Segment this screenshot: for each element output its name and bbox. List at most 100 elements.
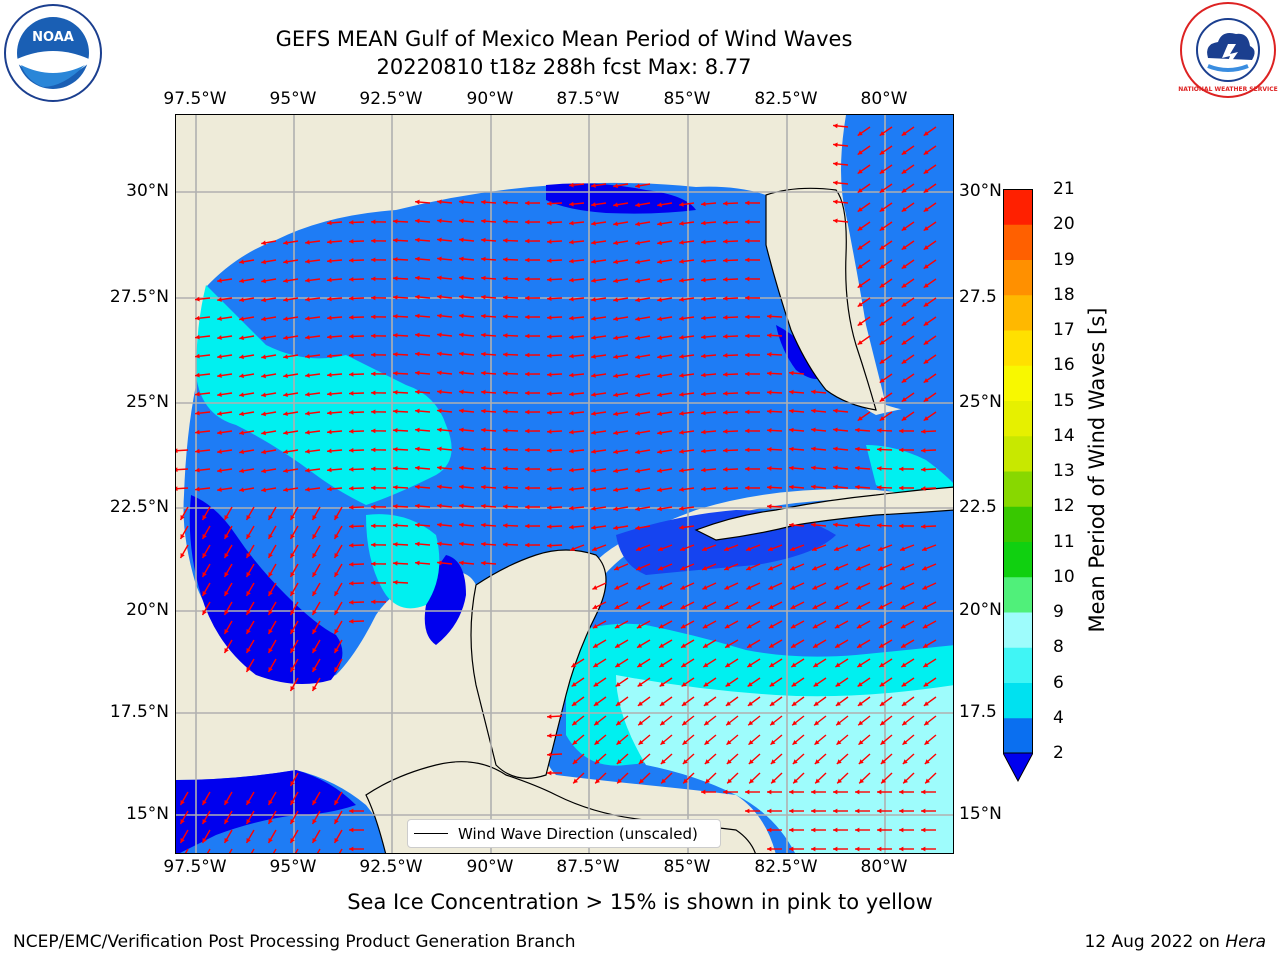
- wind-arrow: [261, 354, 277, 360]
- wind-arrow: [502, 219, 519, 224]
- wind-arrow: [679, 316, 695, 321]
- wind-arrow: [480, 427, 497, 433]
- wind-arrow: [338, 848, 343, 853]
- wind-arrow: [261, 449, 277, 455]
- wind-arrow: [811, 544, 827, 552]
- wind-arrow: [924, 734, 937, 746]
- wind-arrow: [311, 525, 321, 540]
- wind-arrow: [524, 466, 541, 472]
- wind-arrow: [854, 446, 871, 452]
- wind-arrow: [679, 221, 695, 226]
- wind-arrow: [635, 544, 651, 552]
- wind-arrow: [615, 715, 629, 726]
- wind-arrow: [700, 486, 717, 492]
- wind-arrow: [326, 410, 343, 416]
- wind-arrow: [635, 316, 651, 322]
- wind-arrow: [766, 409, 783, 414]
- wind-arrow: [239, 278, 255, 284]
- wind-arrow: [195, 448, 211, 454]
- wind-arrow: [594, 772, 607, 784]
- wind-arrow: [814, 734, 827, 746]
- wind-arrow: [613, 297, 629, 303]
- wind-arrow: [702, 620, 717, 629]
- wind-arrow: [901, 240, 915, 251]
- wind-arrow: [898, 447, 915, 453]
- wind-arrow: [700, 334, 717, 340]
- wind-arrow: [703, 715, 717, 726]
- wind-arrow: [788, 446, 805, 452]
- plot-title-line2: 20220810 t18z 288h fcst Max: 8.77: [376, 55, 752, 79]
- wind-arrow: [437, 465, 453, 471]
- wind-arrow: [857, 221, 871, 232]
- wind-arrow: [613, 430, 629, 436]
- wind-arrow: [348, 447, 365, 453]
- wind-arrow: [289, 525, 299, 540]
- colorbar-tick-label: 12: [1053, 496, 1075, 517]
- wind-arrow: [789, 789, 804, 795]
- wind-arrow: [289, 772, 299, 787]
- colorbar-segment: [1003, 224, 1033, 260]
- wind-arrow: [392, 427, 409, 433]
- wind-arrow: [370, 333, 387, 339]
- wind-arrow: [305, 429, 321, 435]
- wind-arrow: [635, 392, 651, 398]
- wind-arrow: [392, 256, 409, 262]
- lat-tick-right: 30°N: [959, 181, 1002, 201]
- wind-arrow: [261, 240, 277, 246]
- wind-arrow: [289, 601, 299, 616]
- wind-arrow: [569, 391, 585, 397]
- wind-arrow: [638, 734, 651, 746]
- wind-arrow: [195, 372, 211, 378]
- wind-arrow: [272, 848, 277, 853]
- wind-arrow: [524, 485, 541, 491]
- noaa-logo-text: NOAA: [32, 30, 74, 45]
- wind-arrow: [305, 239, 321, 245]
- wind-arrow: [245, 791, 255, 806]
- wind-arrow: [502, 523, 519, 528]
- wind-arrow: [613, 221, 629, 227]
- wind-arrow: [333, 582, 343, 597]
- wind-arrow: [311, 544, 321, 559]
- wind-arrow: [766, 485, 783, 490]
- wind-arrow: [370, 219, 387, 225]
- wind-arrow: [635, 506, 651, 512]
- wind-arrow: [546, 201, 563, 206]
- wind-arrow: [682, 772, 695, 784]
- wind-arrow: [704, 772, 717, 784]
- low-period-patch: [176, 770, 356, 853]
- wind-arrow: [898, 466, 915, 472]
- wind-arrow: [480, 199, 497, 205]
- wind-arrow: [833, 789, 848, 795]
- wind-arrow: [701, 563, 717, 571]
- wind-arrow: [502, 238, 519, 243]
- wind-arrow: [858, 772, 871, 784]
- wind-arrow: [722, 239, 739, 244]
- wind-arrow: [289, 582, 299, 597]
- wind-arrow: [790, 639, 805, 649]
- colorbar-tick-label: 10: [1053, 566, 1075, 587]
- wind-arrow: [370, 276, 387, 282]
- wind-arrow: [792, 772, 805, 784]
- wind-arrow: [480, 484, 497, 490]
- wind-arrow: [744, 238, 761, 244]
- colorbar-segment: [1003, 576, 1033, 613]
- wind-arrow: [239, 411, 255, 417]
- wind-arrow: [392, 332, 409, 338]
- wind-arrow: [459, 256, 475, 262]
- wind-arrow: [923, 278, 937, 289]
- wind-arrow: [766, 333, 783, 338]
- wind-arrow: [305, 372, 321, 378]
- wind-arrow: [370, 466, 387, 472]
- wind-arrow: [614, 658, 629, 668]
- colorbar-segment: [1003, 365, 1033, 401]
- wind-arrow: [326, 372, 343, 378]
- wind-arrow: [876, 485, 893, 490]
- wind-arrow: [635, 525, 651, 531]
- wind-arrow: [239, 335, 255, 341]
- lon-tick-bottom: 82.5°W: [754, 857, 818, 877]
- lon-tick-bottom: 85°W: [663, 857, 711, 877]
- wind-arrow: [613, 411, 629, 417]
- noaa-logo: NOAA: [3, 3, 103, 103]
- wind-arrow: [880, 772, 893, 784]
- wind-arrow: [616, 734, 629, 746]
